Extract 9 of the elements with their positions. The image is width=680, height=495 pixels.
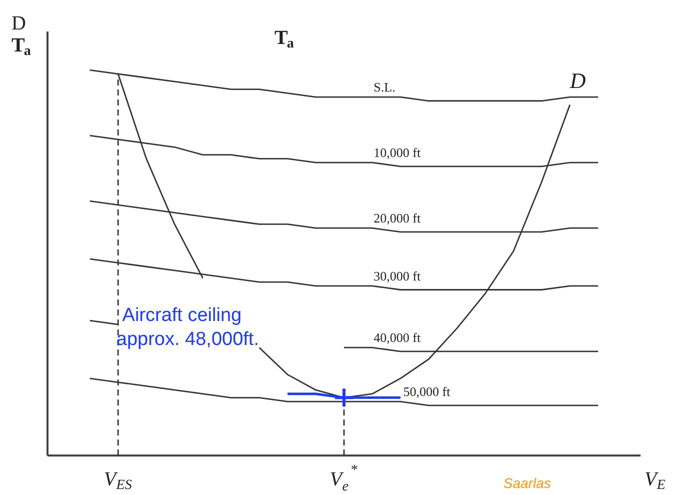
series-label: 20,000 ft [374,210,421,226]
series-label: 10,000 ft [374,145,421,160]
series-label: S.L. [374,80,396,95]
annotation: Aircraft ceiling approx. 48,000ft. [116,305,259,350]
series-label: 40,000 ft [374,330,421,346]
text: Saarlas [503,475,551,492]
series-label: D [568,68,586,94]
series-label: 30,000 ft [374,268,421,284]
series-label: 50,000 ft [403,384,451,400]
